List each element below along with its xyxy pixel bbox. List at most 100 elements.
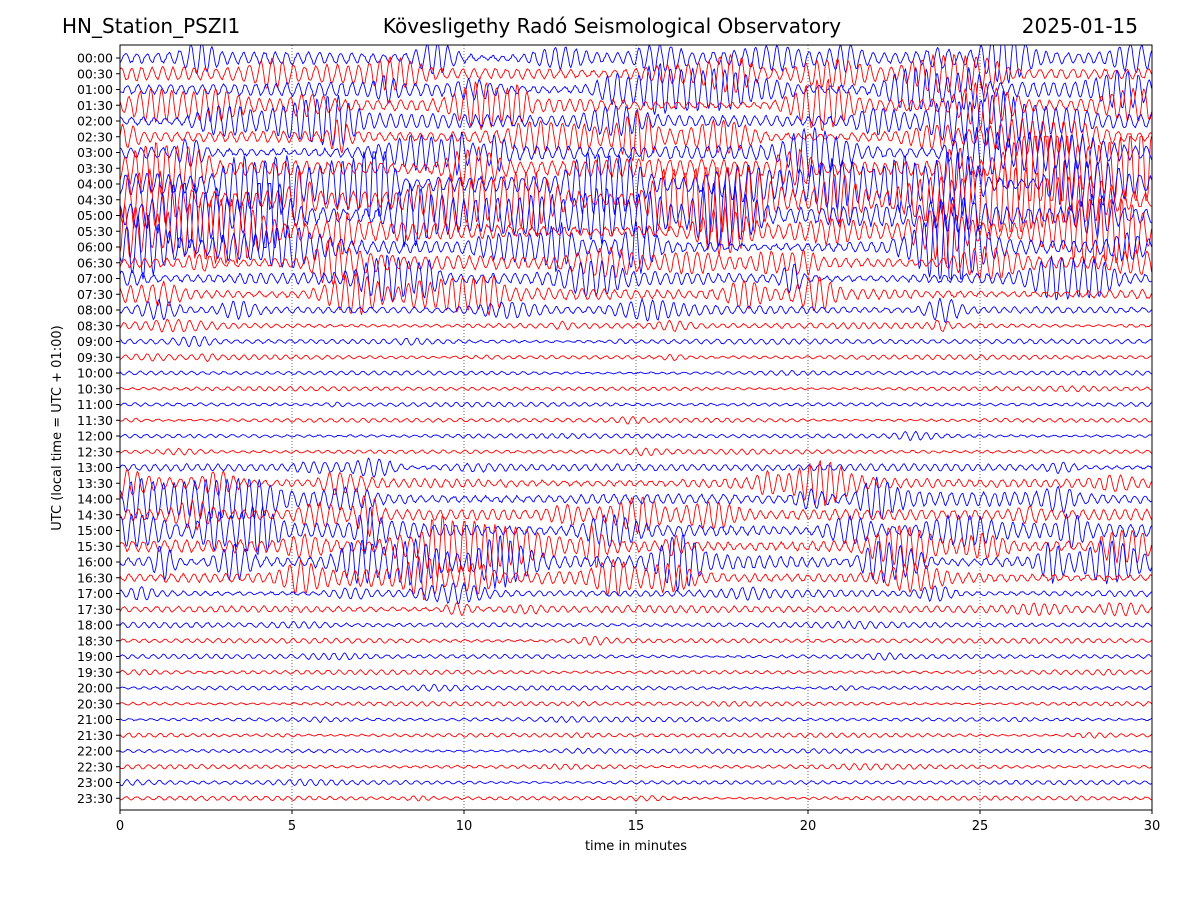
trace-15-30 bbox=[120, 515, 1152, 579]
trace-02-30 bbox=[120, 108, 1152, 162]
y-tick-label: 12:00 bbox=[77, 429, 113, 444]
trace-08-00 bbox=[120, 297, 1152, 323]
trace-03-30 bbox=[120, 135, 1152, 201]
y-tick-label: 09:30 bbox=[77, 350, 113, 365]
trace-12-00 bbox=[120, 430, 1152, 442]
y-tick-label: 15:30 bbox=[77, 539, 113, 554]
trace-18-00 bbox=[120, 620, 1152, 630]
y-tick-label: 02:00 bbox=[77, 114, 113, 129]
x-tick-label: 30 bbox=[1144, 819, 1161, 834]
trace-17-30 bbox=[120, 602, 1152, 617]
x-tick-label: 10 bbox=[456, 819, 473, 834]
trace-00-00 bbox=[120, 45, 1152, 84]
trace-15-00 bbox=[120, 505, 1152, 555]
y-tick-label: 01:30 bbox=[77, 98, 113, 113]
y-tick-label: 01:00 bbox=[77, 82, 113, 97]
y-tick-label: 08:00 bbox=[77, 303, 113, 318]
y-tick-label: 18:30 bbox=[77, 633, 113, 648]
trace-19-00 bbox=[120, 652, 1152, 661]
y-tick-label: 06:00 bbox=[77, 240, 113, 255]
trace-12-30 bbox=[120, 447, 1152, 457]
trace-14-00 bbox=[120, 476, 1152, 520]
x-tick-label: 5 bbox=[288, 819, 296, 834]
y-tick-label: 13:00 bbox=[77, 460, 113, 475]
y-tick-label: 08:30 bbox=[77, 318, 113, 333]
y-tick-label: 06:30 bbox=[77, 255, 113, 270]
y-tick-label: 00:30 bbox=[77, 66, 113, 81]
x-tick-labels: 0 5 10 15 20 25 30 bbox=[116, 810, 1160, 834]
x-axis-label: time in minutes bbox=[585, 839, 687, 854]
trace-01-00 bbox=[120, 63, 1152, 115]
y-tick-label: 22:00 bbox=[77, 744, 113, 759]
y-tick-label: 17:30 bbox=[77, 602, 113, 617]
trace-21-00 bbox=[120, 715, 1152, 723]
trace-07-00 bbox=[120, 254, 1152, 303]
y-tick-label: 23:00 bbox=[77, 775, 113, 790]
y-tick-label: 19:30 bbox=[77, 665, 113, 680]
y-tick-label: 11:30 bbox=[77, 413, 113, 428]
y-tick-label: 18:00 bbox=[77, 618, 113, 633]
y-tick-labels: 00:0000:3001:0001:3002:0002:3003:0003:30… bbox=[77, 51, 120, 806]
trace-07-30 bbox=[120, 272, 1152, 316]
grid-lines bbox=[291, 45, 981, 810]
y-tick-label: 20:30 bbox=[77, 696, 113, 711]
y-tick-label: 02:30 bbox=[77, 129, 113, 144]
x-tick-label: 25 bbox=[972, 819, 989, 834]
y-tick-label: 23:30 bbox=[77, 791, 113, 806]
trace-20-00 bbox=[120, 683, 1152, 692]
y-tick-label: 00:00 bbox=[77, 51, 113, 66]
y-tick-label: 09:00 bbox=[77, 334, 113, 349]
y-axis-label: UTC (local time = UTC + 01:00) bbox=[50, 325, 65, 530]
y-tick-label: 10:00 bbox=[77, 366, 113, 381]
trace-09-00 bbox=[120, 335, 1152, 348]
y-tick-label: 15:00 bbox=[77, 523, 113, 538]
station-name: HN_Station_PSZI1 bbox=[62, 14, 241, 38]
y-tick-label: 14:00 bbox=[77, 492, 113, 507]
y-tick-label: 04:30 bbox=[77, 192, 113, 207]
trace-10-30 bbox=[120, 385, 1152, 393]
trace-lines bbox=[120, 45, 1152, 802]
trace-20-30 bbox=[120, 700, 1152, 707]
chart-date: 2025-01-15 bbox=[1021, 14, 1138, 38]
trace-11-30 bbox=[120, 415, 1152, 425]
trace-23-00 bbox=[120, 778, 1152, 787]
trace-03-00 bbox=[120, 127, 1152, 178]
trace-11-00 bbox=[120, 401, 1152, 408]
x-tick-label: 20 bbox=[800, 819, 817, 834]
y-tick-label: 17:00 bbox=[77, 586, 113, 601]
y-tick-label: 05:00 bbox=[77, 208, 113, 223]
trace-21-30 bbox=[120, 732, 1152, 739]
trace-02-00 bbox=[120, 90, 1152, 151]
y-tick-label: 16:00 bbox=[77, 555, 113, 570]
trace-09-30 bbox=[120, 353, 1152, 363]
y-tick-label: 12:30 bbox=[77, 444, 113, 459]
trace-01-30 bbox=[120, 78, 1152, 131]
y-tick-label: 13:30 bbox=[77, 476, 113, 491]
y-tick-label: 22:30 bbox=[77, 759, 113, 774]
trace-05-30 bbox=[120, 198, 1152, 264]
y-tick-label: 20:00 bbox=[77, 681, 113, 696]
trace-08-30 bbox=[120, 318, 1152, 333]
y-tick-label: 10:30 bbox=[77, 381, 113, 396]
trace-23-30 bbox=[120, 795, 1152, 802]
trace-18-30 bbox=[120, 635, 1152, 646]
y-tick-label: 14:30 bbox=[77, 507, 113, 522]
trace-05-00 bbox=[120, 183, 1152, 248]
y-tick-label: 07:00 bbox=[77, 271, 113, 286]
y-tick-label: 07:30 bbox=[77, 287, 113, 302]
x-tick-label: 15 bbox=[628, 819, 645, 834]
trace-17-00 bbox=[120, 582, 1152, 605]
chart-title: Kövesligethy Radó Seismological Observat… bbox=[382, 14, 842, 38]
trace-19-30 bbox=[120, 668, 1152, 676]
trace-22-00 bbox=[120, 747, 1152, 755]
trace-22-30 bbox=[120, 763, 1152, 771]
trace-13-30 bbox=[120, 460, 1152, 507]
trace-10-00 bbox=[120, 369, 1152, 376]
trace-16-30 bbox=[120, 556, 1152, 601]
trace-04-30 bbox=[120, 167, 1152, 233]
y-tick-label: 19:00 bbox=[77, 649, 113, 664]
trace-06-00 bbox=[120, 214, 1152, 280]
y-tick-label: 11:00 bbox=[77, 397, 113, 412]
x-tick-label: 0 bbox=[116, 819, 124, 834]
